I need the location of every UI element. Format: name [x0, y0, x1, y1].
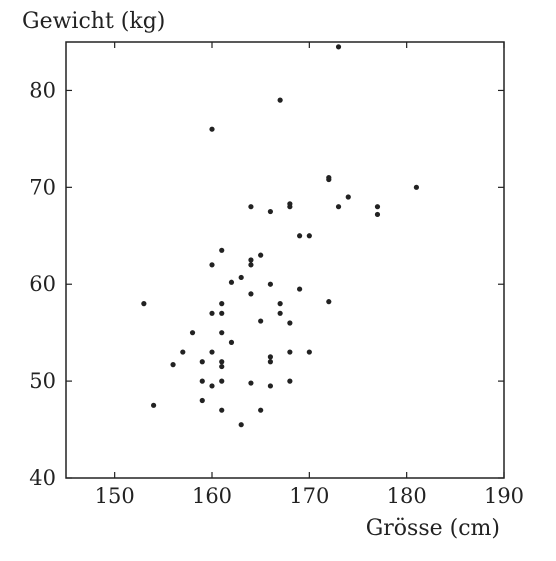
data-point-36: [219, 330, 225, 336]
data-point-20: [209, 262, 215, 268]
data-point-16: [219, 247, 225, 253]
data-point-51: [287, 378, 293, 384]
y-tick-label-80: 80: [29, 78, 56, 102]
data-point-47: [219, 363, 225, 370]
data-point-58: [238, 422, 244, 428]
data-point-26: [141, 301, 147, 307]
data-point-57: [258, 407, 264, 413]
data-point-24: [297, 286, 303, 292]
data-point-53: [267, 383, 273, 389]
data-point-12: [374, 204, 381, 210]
data-point-48: [199, 378, 205, 384]
plot-frame: [65, 41, 505, 479]
data-point-23: [267, 281, 273, 287]
x-tick-label-150: 150: [95, 484, 135, 508]
data-point-44: [219, 359, 225, 365]
data-point-38: [180, 349, 186, 355]
data-point-13: [374, 211, 381, 218]
y-tick-label-50: 50: [29, 369, 56, 393]
data-point-4: [326, 176, 332, 183]
data-point-41: [306, 349, 312, 355]
tick-marks: [66, 42, 505, 479]
data-point-21: [238, 274, 244, 281]
data-point-6: [345, 194, 351, 200]
data-point-32: [277, 310, 283, 316]
data-point-2: [209, 126, 215, 132]
data-point-22: [228, 279, 235, 285]
data-point-40: [287, 349, 293, 355]
x-tick-label-160: 160: [192, 484, 232, 508]
data-point-25: [248, 291, 254, 297]
y-tick-label-60: 60: [29, 272, 56, 296]
data-point-28: [277, 301, 283, 307]
data-point-11: [335, 204, 342, 210]
data-point-8: [287, 204, 293, 210]
data-point-54: [199, 397, 205, 404]
data-points: [141, 44, 419, 428]
data-point-14: [297, 233, 303, 239]
x-tick-label-190: 190: [484, 484, 524, 508]
data-point-18: [248, 257, 254, 263]
data-point-49: [219, 378, 225, 384]
x-tick-label-170: 170: [289, 484, 329, 508]
data-point-17: [258, 252, 264, 258]
data-point-29: [326, 299, 332, 305]
data-point-55: [151, 402, 157, 408]
data-point-46: [170, 362, 176, 368]
y-axis-title: Gewicht (kg): [22, 9, 165, 34]
data-point-39: [209, 349, 215, 355]
data-point-30: [209, 310, 215, 316]
data-point-0: [335, 44, 342, 50]
data-point-52: [209, 383, 215, 389]
data-point-50: [248, 380, 254, 386]
tick-labels: 150 160 170 180 190 40 50 60 70 80: [29, 78, 524, 508]
x-tick-label-180: 180: [387, 484, 427, 508]
data-point-9: [248, 204, 254, 210]
data-point-10: [267, 208, 273, 215]
y-tick-label-70: 70: [29, 175, 56, 199]
data-point-31: [219, 310, 225, 316]
data-point-19: [248, 262, 254, 268]
data-point-37: [228, 339, 235, 345]
data-point-35: [189, 330, 196, 336]
data-point-1: [277, 97, 283, 103]
y-tick-label-40: 40: [29, 466, 56, 490]
data-point-56: [219, 407, 225, 413]
data-point-5: [413, 184, 419, 190]
data-point-15: [306, 233, 312, 239]
data-point-34: [287, 320, 293, 326]
data-point-27: [219, 301, 225, 307]
data-point-42: [267, 354, 273, 360]
data-point-33: [258, 318, 264, 324]
x-axis-title: Grösse (cm): [366, 516, 500, 541]
data-point-45: [267, 359, 273, 365]
data-point-43: [199, 359, 205, 365]
